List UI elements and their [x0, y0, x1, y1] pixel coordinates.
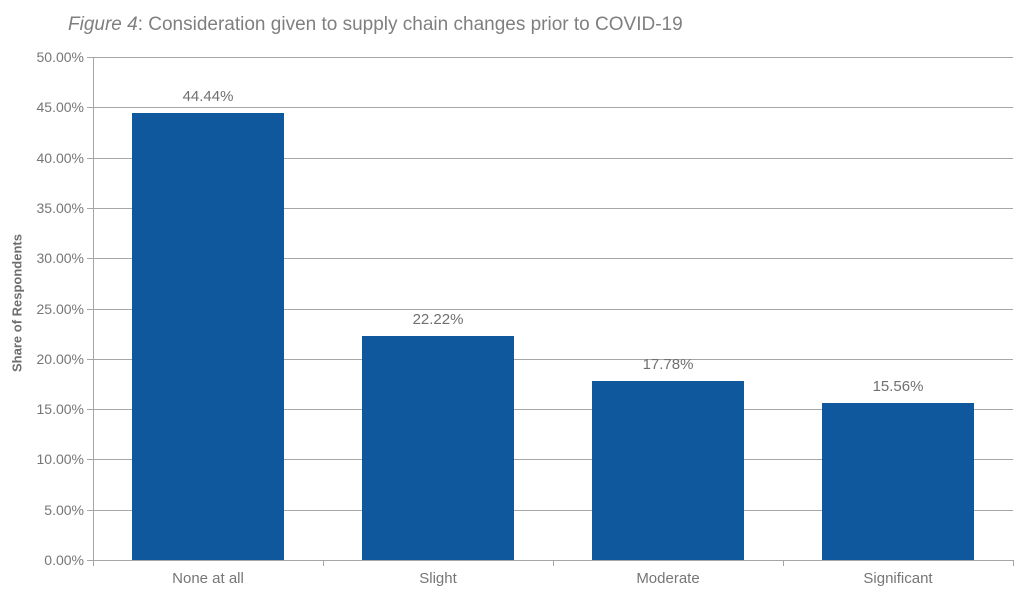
- gridline: [93, 208, 1013, 209]
- gridline: [93, 510, 1013, 511]
- bar-value-label: 15.56%: [872, 378, 924, 395]
- y-tick-label: 15.00%: [36, 401, 84, 417]
- gridline: [93, 459, 1013, 460]
- x-axis-tick: [1013, 560, 1014, 566]
- y-tick-label: 45.00%: [36, 99, 84, 115]
- y-axis-line: [93, 57, 94, 561]
- y-tick-label: 20.00%: [36, 351, 84, 367]
- x-axis-tick: [553, 560, 554, 566]
- y-tick-label: 50.00%: [36, 49, 84, 65]
- bar: [592, 381, 744, 560]
- bar: [822, 403, 974, 560]
- y-tick-label: 10.00%: [36, 451, 84, 467]
- gridline: [93, 359, 1013, 360]
- y-axis-tick: [87, 510, 93, 511]
- bar: [362, 336, 514, 560]
- gridline: [93, 57, 1013, 58]
- y-axis-tick: [87, 459, 93, 460]
- bar-value-label: 22.22%: [412, 311, 464, 328]
- y-axis-tick: [87, 309, 93, 310]
- y-tick-label: 0.00%: [44, 552, 84, 568]
- chart-title-text: : Consideration given to supply chain ch…: [137, 14, 683, 35]
- x-tick-label: Moderate: [636, 570, 700, 587]
- x-axis-tick: [323, 560, 324, 566]
- y-tick-label: 25.00%: [36, 301, 84, 317]
- gridline: [93, 409, 1013, 410]
- y-axis-tick: [87, 57, 93, 58]
- bar-value-label: 44.44%: [182, 88, 234, 105]
- y-axis-tick: [87, 560, 93, 561]
- bar: [132, 113, 284, 560]
- gridline: [93, 258, 1013, 259]
- y-tick-label: 30.00%: [36, 250, 84, 266]
- gridline: [93, 107, 1013, 108]
- y-axis-tick: [87, 359, 93, 360]
- gridline: [93, 158, 1013, 159]
- y-tick-label: 5.00%: [44, 502, 84, 518]
- y-axis-tick: [87, 107, 93, 108]
- gridline: [93, 309, 1013, 310]
- x-tick-label: Significant: [863, 570, 933, 587]
- x-axis-tick: [783, 560, 784, 566]
- bar-value-label: 17.78%: [642, 356, 694, 373]
- y-axis-tick: [87, 409, 93, 410]
- x-tick-label: None at all: [172, 570, 244, 587]
- chart-title: Figure 4: Consideration given to supply …: [68, 13, 683, 37]
- y-axis-tick: [87, 208, 93, 209]
- chart-title-figure-number: Figure 4: [68, 14, 138, 35]
- y-axis-tick: [87, 158, 93, 159]
- y-tick-label: 40.00%: [36, 150, 84, 166]
- y-axis-tick: [87, 258, 93, 259]
- y-tick-label: 35.00%: [36, 200, 84, 216]
- x-tick-label: Slight: [419, 570, 457, 587]
- x-axis-tick: [93, 560, 94, 566]
